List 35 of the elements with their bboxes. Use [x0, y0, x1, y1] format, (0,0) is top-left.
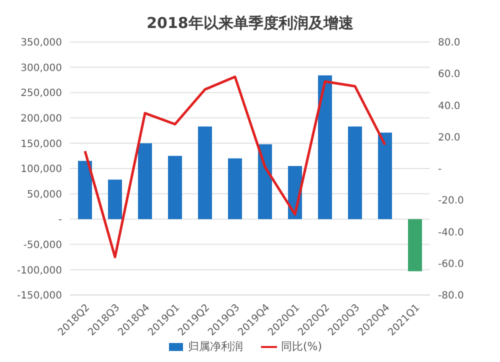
- bar: [378, 132, 392, 220]
- y-tick-label: 300,000: [20, 62, 62, 74]
- y2-tick-label: -80.0: [438, 290, 464, 302]
- y2-tick-label: -40.0: [438, 227, 464, 238]
- y-tick-label: 50,000: [27, 189, 62, 200]
- bar: [258, 144, 272, 220]
- y2-tick-label: 80.0: [438, 38, 460, 49]
- bar: [108, 180, 122, 220]
- bar: [78, 160, 92, 220]
- y2-tick-label: 20.0: [438, 132, 460, 144]
- y2-tick-label: -: [438, 164, 442, 176]
- legend-label: 归属净利润: [188, 339, 243, 354]
- y-tick-label: -: [58, 214, 62, 226]
- bar: [408, 219, 422, 272]
- bar: [168, 156, 182, 220]
- line-series: [84, 76, 386, 258]
- bar: [318, 75, 332, 220]
- y2-tick-label: 40.0: [438, 100, 460, 112]
- bar: [228, 158, 242, 220]
- chart-title: 2018年以来单季度利润及增速: [146, 13, 354, 34]
- bar: [198, 126, 212, 220]
- y-tick-label: 250,000: [20, 88, 62, 100]
- y2-tick-label: -60.0: [438, 258, 464, 270]
- y-tick-label: -150,000: [17, 290, 62, 302]
- y-tick-label: -50,000: [23, 240, 62, 251]
- y-tick-label: -100,000: [17, 265, 62, 276]
- y-tick-label: 150,000: [20, 138, 62, 150]
- y-tick-label: 350,000: [20, 38, 62, 49]
- y2-tick-label: 60.0: [438, 69, 460, 80]
- bar: [348, 126, 362, 220]
- bar: [138, 143, 152, 220]
- y-tick-label: 200,000: [20, 113, 62, 124]
- legend-label: 同比(%): [280, 339, 322, 354]
- y-tick-label: 100,000: [20, 164, 62, 176]
- y2-tick-label: -20.0: [438, 196, 464, 207]
